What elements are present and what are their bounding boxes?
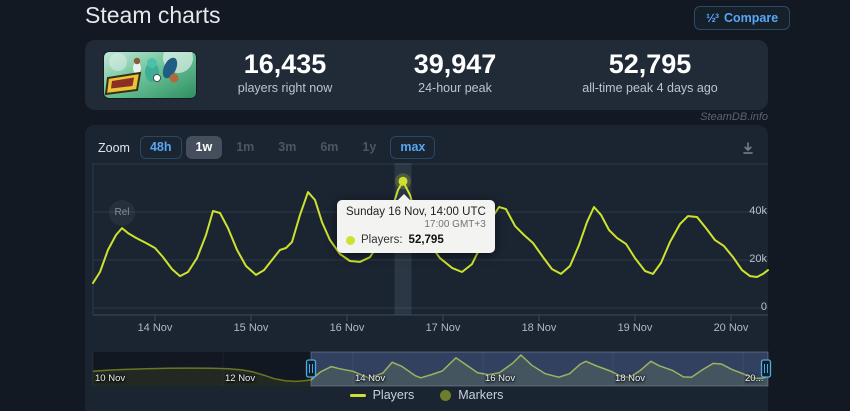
zoom-label: Zoom [98,140,130,155]
compare-button[interactable]: ½³ Compare [694,6,791,30]
zoom-button-1y[interactable]: 1y [362,140,377,154]
stats-panel: 16,435 players right now 39,947 24-hour … [85,40,768,110]
legend-item-markers[interactable]: Markers [440,388,503,402]
tooltip-players-value: 52,795 [408,234,444,246]
download-chart-button[interactable] [740,140,756,156]
zoom-button-1m[interactable]: 1m [236,140,255,154]
chart-toolbar: Zoom 48h 1w 1m 3m 6m 1y max [98,135,756,160]
tooltip-series-label: Players: [361,234,403,246]
current-players-label: players right now [237,81,333,96]
series-dot-icon [346,235,355,245]
game-art [104,52,196,98]
chart-legend: Players Markers [85,388,768,402]
chart-tooltip: Sunday 16 Nov, 14:00 UTC 17:00 GMT+3 Pla… [337,194,495,253]
compare-numbers-icon: ½³ [706,11,719,25]
release-marker-label: Rel [114,207,130,219]
legend-label: Players [372,388,415,402]
tooltip-players-row: Players: 52,795 [346,234,486,246]
zoom-button-1w[interactable]: 1w [185,136,223,159]
legend-label: Markers [458,388,504,402]
tooltip-date: Sunday 16 Nov, 14:00 UTC [346,206,486,218]
release-marker[interactable]: Rel [109,199,135,226]
compare-button-label: Compare [724,11,779,25]
zoom-button-6m[interactable]: 6m [320,140,339,154]
zoom-button-max[interactable]: max [390,136,436,159]
zoom-button-48h[interactable]: 48h [139,136,182,159]
stat-24h-peak: 39,947 24-hour peak [413,49,497,96]
game-capsule-image [104,52,196,98]
current-players-value: 16,435 [243,49,327,79]
players-swatch-icon [349,393,366,397]
stat-alltime-peak: 52,795 all-time peak 4 days ago [582,49,718,96]
markers-swatch-icon [440,389,452,401]
zoom-button-group: 48h 1w 1m 3m 6m 1y max [139,136,436,159]
peak-24h-label: 24-hour peak [418,81,492,96]
stat-current-players: 16,435 players right now [237,49,333,96]
chart-panel: Zoom 48h 1w 1m 3m 6m 1y max [85,125,768,411]
legend-item-players[interactable]: Players [349,388,415,402]
tooltip-local-time: 17:00 GMT+3 [424,219,486,230]
alltime-peak-label: all-time peak 4 days ago [582,81,718,96]
steamdb-watermark: SteamDB.info [700,111,768,123]
peak-24h-value: 39,947 [413,49,497,79]
download-icon [743,142,753,154]
page-title: Steam charts [85,2,221,28]
tooltip-arrow [397,194,411,201]
zoom-button-3m[interactable]: 3m [278,140,297,154]
alltime-peak-value: 52,795 [608,49,692,79]
